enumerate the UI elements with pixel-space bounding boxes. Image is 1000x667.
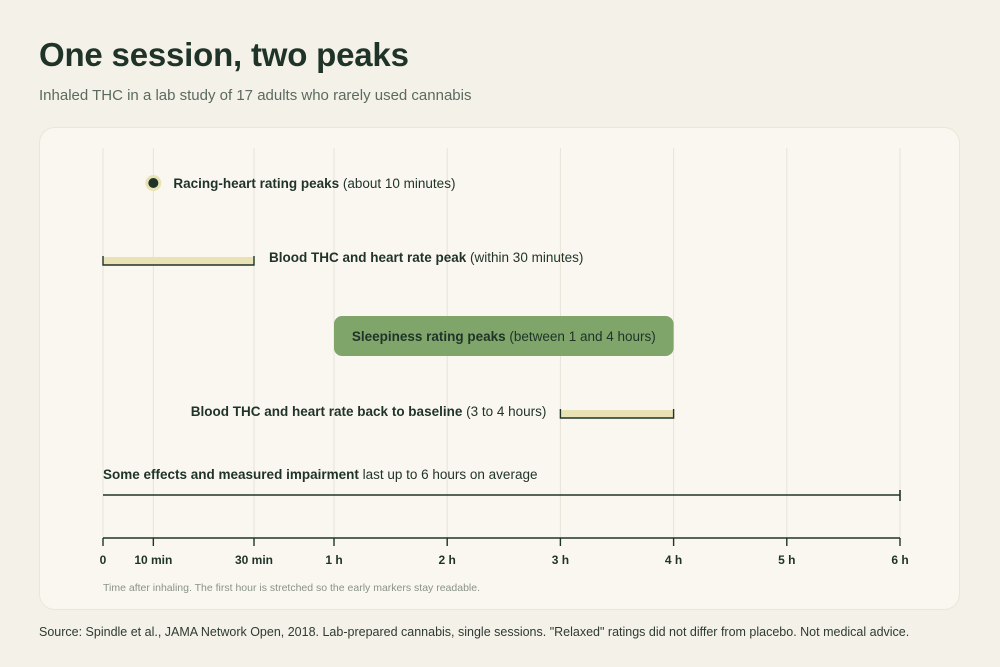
x-tick-label: 4 h <box>665 553 682 567</box>
range-bracket <box>559 409 675 419</box>
event-label-baseline: Blood THC and heart rate back to baselin… <box>191 404 547 419</box>
range-bracket <box>102 256 255 266</box>
event-point <box>148 178 159 188</box>
sleepiness-block <box>334 316 674 356</box>
timeline-chart: Racing-heart rating peaks (about 10 minu… <box>100 148 909 594</box>
source-note: Source: Spindle et al., JAMA Network Ope… <box>39 625 910 639</box>
x-tick-label: 3 h <box>552 553 569 567</box>
page-title: One session, two peaks <box>39 36 409 73</box>
event-label-racing-heart: Racing-heart rating peaks (about 10 minu… <box>173 176 455 191</box>
x-tick-label: 5 h <box>778 553 795 567</box>
range-bar <box>560 410 674 418</box>
x-tick-label: 10 min <box>134 553 172 567</box>
range-bar <box>103 257 254 265</box>
x-tick-label: 0 <box>100 553 107 567</box>
page-subtitle: Inhaled THC in a lab study of 17 adults … <box>39 87 472 104</box>
x-tick-label: 30 min <box>235 553 273 567</box>
event-label-blood-thc-peak: Blood THC and heart rate peak (within 30… <box>269 250 583 265</box>
x-tick-label: 1 h <box>325 553 342 567</box>
chart-card: Racing-heart rating peaks (about 10 minu… <box>39 127 960 610</box>
x-tick-label: 2 h <box>439 553 456 567</box>
x-tick-label: 6 h <box>891 553 908 567</box>
axis-note: Time after inhaling. The first hour is s… <box>103 582 480 594</box>
event-label-impairment: Some effects and measured impairment las… <box>103 467 537 482</box>
event-label-sleepiness: Sleepiness rating peaks (between 1 and 4… <box>352 329 656 344</box>
